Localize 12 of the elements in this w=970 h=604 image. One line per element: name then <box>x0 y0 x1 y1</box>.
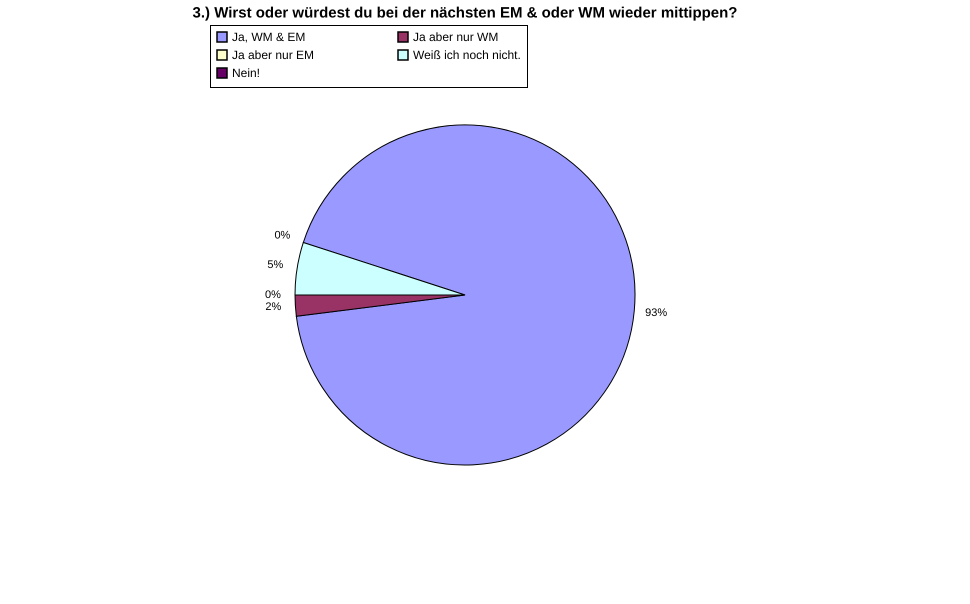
legend-label: Weiß ich noch nicht. <box>413 48 521 62</box>
data-label: 93% <box>645 307 668 320</box>
data-label: 5% <box>267 258 284 271</box>
legend-label: Ja aber nur EM <box>232 48 314 62</box>
legend-label: Ja aber nur WM <box>413 30 498 44</box>
data-label: 2% <box>265 301 282 314</box>
chart-title: 3.) Wirst oder würdest du bei der nächsten EM & oder WM wieder mittippen? <box>192 4 738 22</box>
legend-label: Ja, WM & EM <box>232 30 306 44</box>
text: 0% <box>265 289 281 301</box>
pie-slice <box>296 124 636 466</box>
legend-label: Nein! <box>232 66 260 80</box>
text: 0% <box>274 230 290 242</box>
